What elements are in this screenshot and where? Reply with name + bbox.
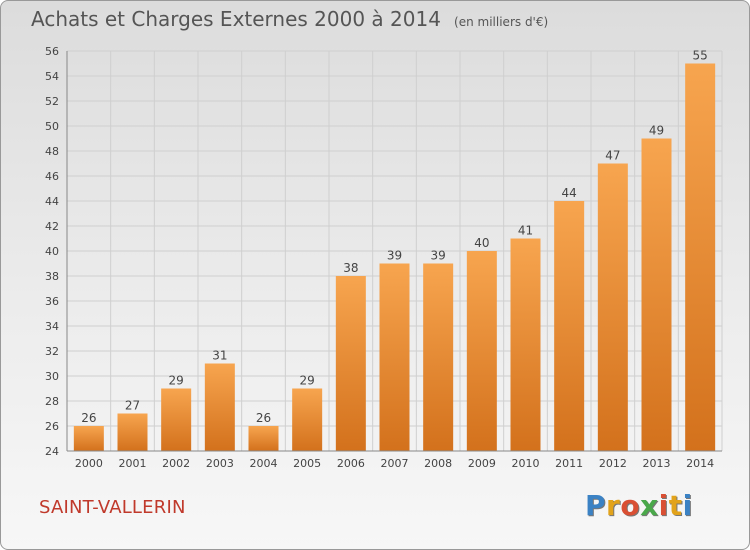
y-tick-label: 38 xyxy=(45,270,59,283)
logo-letter: o xyxy=(620,489,641,522)
x-tick-label: 2009 xyxy=(468,457,496,470)
bar-value-label: 44 xyxy=(562,186,577,200)
bar-value-label: 49 xyxy=(649,124,664,138)
y-tick-label: 56 xyxy=(45,45,59,58)
y-tick-label: 32 xyxy=(45,345,59,358)
bar xyxy=(641,138,672,451)
bar xyxy=(685,63,716,451)
x-tick-label: 2001 xyxy=(119,457,147,470)
bar-value-label: 55 xyxy=(693,49,708,63)
bar xyxy=(554,201,585,451)
x-tick-label: 2006 xyxy=(337,457,365,470)
x-tick-label: 2008 xyxy=(424,457,452,470)
bar xyxy=(161,388,192,451)
x-tick-label: 2004 xyxy=(250,457,278,470)
x-tick-label: 2014 xyxy=(686,457,714,470)
x-tick-label: 2000 xyxy=(75,457,103,470)
y-tick-label: 40 xyxy=(45,245,59,258)
proxiti-logo: Proxiti xyxy=(585,489,693,522)
y-tick-label: 44 xyxy=(45,195,59,208)
y-tick-label: 26 xyxy=(45,420,59,433)
y-tick-label: 54 xyxy=(45,70,59,83)
bar-value-label: 29 xyxy=(169,374,184,388)
y-tick-label: 28 xyxy=(45,395,59,408)
chart-subtitle: (en milliers d'€) xyxy=(454,15,549,29)
bar xyxy=(117,413,148,451)
bar xyxy=(379,263,410,451)
bar-value-label: 39 xyxy=(387,249,402,263)
y-tick-label: 42 xyxy=(45,220,59,233)
logo-letter: i xyxy=(658,489,669,522)
bar-value-label: 26 xyxy=(256,411,271,425)
bar-value-label: 41 xyxy=(518,224,533,238)
commune-name: SAINT-VALLERIN xyxy=(39,497,186,518)
bar-value-label: 27 xyxy=(125,399,140,413)
bar xyxy=(73,426,104,451)
x-tick-label: 2012 xyxy=(599,457,627,470)
y-tick-label: 48 xyxy=(45,145,59,158)
logo-letter: r xyxy=(606,489,621,522)
bar xyxy=(248,426,279,451)
y-tick-label: 46 xyxy=(45,170,59,183)
bar-value-label: 40 xyxy=(474,236,489,250)
x-tick-label: 2005 xyxy=(293,457,321,470)
bar-value-label: 39 xyxy=(431,249,446,263)
logo-letter: P xyxy=(585,489,607,522)
x-tick-label: 2003 xyxy=(206,457,234,470)
y-tick-label: 52 xyxy=(45,95,59,108)
bar-value-label: 29 xyxy=(300,374,315,388)
x-tick-label: 2013 xyxy=(643,457,671,470)
chart-title: Achats et Charges Externes 2000 à 2014 xyxy=(31,7,441,31)
x-tick-label: 2010 xyxy=(512,457,540,470)
bar xyxy=(423,263,454,451)
title-row: Achats et Charges Externes 2000 à 2014 (… xyxy=(31,7,548,31)
bar xyxy=(335,276,366,451)
bar-value-label: 38 xyxy=(343,261,358,275)
bar-layer xyxy=(73,63,716,451)
bar-value-label: 31 xyxy=(212,349,227,363)
y-tick-label: 24 xyxy=(45,445,59,458)
bar xyxy=(510,238,541,451)
bar-value-label: 26 xyxy=(81,411,96,425)
bar xyxy=(292,388,323,451)
y-tick-label: 50 xyxy=(45,120,59,133)
x-tick-label: 2002 xyxy=(162,457,190,470)
logo-letter: t xyxy=(668,489,683,522)
y-tick-label: 30 xyxy=(45,370,59,383)
axis-layer: 24 26 28 30 32 34 36 38 40 42 44 46 48 50 52 54 56 26 2000… xyxy=(45,45,722,470)
bar xyxy=(466,251,497,451)
x-tick-label: 2007 xyxy=(381,457,409,470)
x-tick-label: 2011 xyxy=(555,457,583,470)
logo-letter: x xyxy=(640,489,659,522)
bar-value-label: 47 xyxy=(605,149,620,163)
logo-letter: i xyxy=(682,489,693,522)
bar xyxy=(597,163,628,451)
y-tick-label: 34 xyxy=(45,320,59,333)
bar xyxy=(204,363,235,451)
y-tick-label: 36 xyxy=(45,295,59,308)
